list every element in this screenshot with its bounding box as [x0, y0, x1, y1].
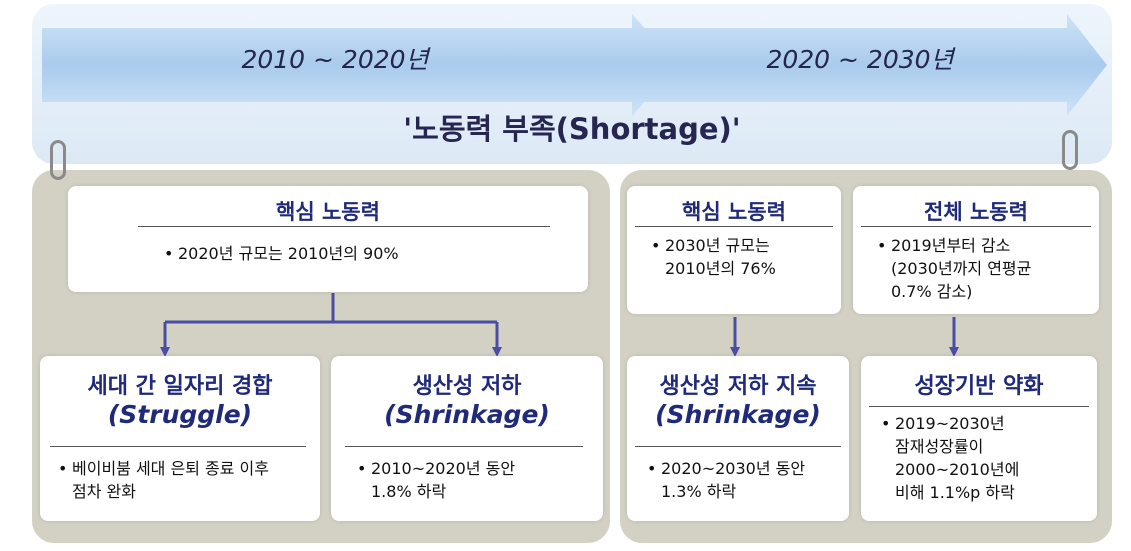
box-title: 생산성 저하 — [412, 374, 522, 399]
period-2010-2020-label: 2010 ~ 2020년 — [241, 45, 429, 74]
left-core-labor-box: 핵심 노동력 • 2020년 규모는 2010년의 90% — [68, 186, 588, 292]
bullet-text: • 2019년부터 감소 (2030년까지 연평균 0.7% 감소) — [877, 236, 1032, 301]
divider — [138, 226, 550, 227]
arrow-2020-2030 — [632, 14, 1107, 116]
box-title: 세대 간 일자리 경합 — [87, 374, 273, 399]
box-title: 전체 노동력 — [924, 200, 1028, 224]
binder-ring-right — [1062, 130, 1078, 170]
bullet-text: • 2010~2020년 동안 1.8% 하락 — [357, 459, 516, 501]
right-core-labor-box: 핵심 노동력 • 2030년 규모는 2010년의 76% — [627, 186, 841, 314]
total-labor-box: 전체 노동력 • 2019년부터 감소 (2030년까지 연평균 0.7% 감소) — [853, 186, 1099, 314]
box-title: 성장기반 약화 — [914, 374, 1044, 399]
box-title: 생산성 저하 지속 — [659, 374, 817, 399]
divider — [869, 406, 1089, 407]
left-shrinkage-box: 생산성 저하 (Shrinkage) • 2010~2020년 동안 1.8% 하… — [331, 356, 603, 521]
divider — [635, 226, 833, 227]
bullet-text: • 2019~2030년 잠재성장률이 2000~2010년에 비해 1.1%p … — [881, 414, 1020, 502]
period-2020-2030-label: 2020 ~ 2030년 — [766, 45, 954, 74]
struggle-box: 세대 간 일자리 경합 (Struggle) • 베이비붐 세대 은퇴 종료 이후… — [40, 356, 320, 521]
box-subtitle: (Shrinkage) — [384, 400, 550, 429]
box-subtitle: (Struggle) — [107, 400, 253, 429]
divider — [50, 446, 306, 447]
timeline-arrows — [42, 14, 1107, 116]
bullet-text: • 2020~2030년 동안 1.3% 하락 — [647, 459, 806, 501]
bullet-text: • 베이비붐 세대 은퇴 종료 이후 점차 완화 — [58, 459, 269, 501]
bullet-text: • 2030년 규모는 2010년의 76% — [651, 236, 776, 278]
divider — [345, 446, 583, 447]
bullet-text: • 2020년 규모는 2010년의 90% — [164, 244, 399, 263]
left-split-arrow — [160, 293, 502, 357]
right-shrinkage-box: 생산성 저하 지속 (Shrinkage) • 2020~2030년 동안 1.3… — [627, 356, 849, 521]
box-title: 핵심 노동력 — [276, 200, 380, 224]
binder-ring-left — [50, 140, 66, 180]
divider — [635, 446, 841, 447]
divider — [861, 226, 1091, 227]
shortage-headline: '노동력 부족(Shortage)' — [403, 112, 741, 146]
box-subtitle: (Shrinkage) — [655, 400, 821, 429]
growth-base-box: 성장기반 약화 • 2019~2030년 잠재성장률이 2000~2010년에 비… — [861, 356, 1097, 521]
arrow-2010-2020 — [42, 14, 677, 116]
box-title: 핵심 노동력 — [682, 200, 786, 224]
